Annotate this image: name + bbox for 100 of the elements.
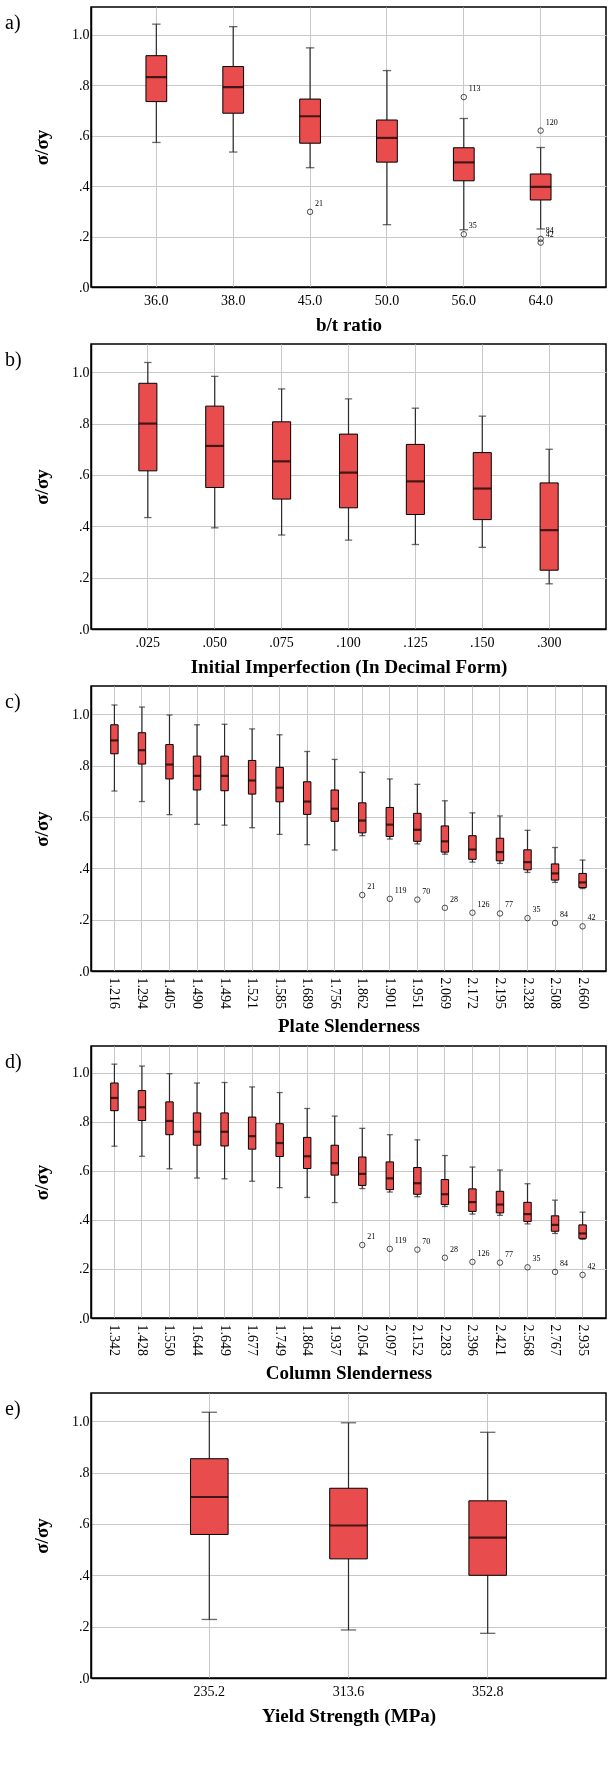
x-axis-title: b/t ratio: [316, 313, 382, 335]
y-tick-label: .2: [79, 229, 90, 245]
y-tick-label: .0: [79, 1670, 90, 1686]
annotation: 84: [560, 909, 569, 919]
y-tick-label: .6: [79, 1516, 90, 1532]
x-tick-label: 2.935: [575, 1324, 591, 1356]
y-tick-label: .8: [79, 77, 90, 93]
annotation: 126: [477, 899, 490, 909]
y-axis-title: σ/σy: [31, 468, 52, 505]
x-tick-label: .050: [202, 634, 227, 650]
y-tick-label: .4: [79, 1212, 90, 1228]
y-tick-label: .4: [79, 178, 90, 194]
y-tick-label: 1.0: [72, 364, 90, 380]
y-tick-label: .0: [79, 621, 90, 637]
x-tick-label: 2.328: [520, 977, 536, 1009]
y-tick-label: .6: [79, 1163, 90, 1179]
x-tick-label: 1.649: [217, 1324, 233, 1356]
y-tick-label: .2: [79, 912, 90, 928]
x-tick-label: 1.428: [134, 1324, 150, 1356]
x-tick-label: 2.152: [410, 1324, 426, 1356]
x-tick-label: 1.689: [300, 977, 316, 1009]
y-tick-label: .0: [79, 963, 90, 979]
x-tick-label: 235.2: [193, 1683, 226, 1699]
x-tick-label: 2.568: [520, 1324, 536, 1356]
y-tick-label: .6: [79, 809, 90, 825]
y-tick-label: .2: [79, 1261, 90, 1277]
x-tick-label: .300: [536, 634, 562, 650]
annotation: 84: [560, 1258, 569, 1268]
y-axis-title: σ/σy: [31, 1164, 52, 1201]
y-tick-label: .8: [79, 1114, 90, 1130]
y-tick-label: 1.0: [72, 1065, 90, 1081]
x-tick-label: 56.0: [451, 292, 477, 308]
y-tick-label: .0: [79, 279, 90, 295]
x-tick-label: 2.172: [465, 977, 481, 1009]
x-tick-label: 1.937: [327, 1324, 343, 1356]
annotation: 70: [422, 886, 431, 896]
annotation: 113: [468, 84, 481, 94]
x-tick-label: 1.644: [190, 1324, 206, 1356]
annotation: 28: [449, 894, 458, 904]
x-tick-label: 1.550: [162, 1324, 178, 1356]
x-axis-title: Column Slenderness: [265, 1362, 433, 1383]
x-tick-label: 2.508: [548, 977, 564, 1009]
x-tick-label: 2.283: [437, 1324, 453, 1356]
x-tick-label: .125: [403, 634, 428, 650]
y-tick-label: .4: [79, 1567, 90, 1583]
x-tick-label: 1.585: [272, 977, 288, 1009]
x-tick-label: 2.097: [382, 1324, 398, 1356]
x-tick-label: 2.195: [492, 977, 508, 1009]
y-tick-label: .4: [79, 518, 90, 534]
annotation: 35: [532, 1254, 541, 1264]
annotation: 119: [394, 1235, 407, 1245]
x-tick-label: 2.396: [465, 1324, 481, 1356]
x-tick-label: 1.951: [410, 977, 426, 1009]
annotation: 28: [449, 1244, 458, 1254]
y-tick-label: 1.0: [72, 706, 90, 722]
x-tick-label: 1.490: [190, 977, 206, 1009]
x-tick-label: 64.0: [528, 292, 553, 308]
x-tick-label: 50.0: [374, 292, 400, 308]
x-tick-label: 2.054: [355, 1324, 371, 1356]
y-tick-label: .8: [79, 1465, 90, 1481]
annotation: 21: [367, 882, 376, 891]
x-tick-label: 36.0: [144, 292, 169, 308]
x-tick-label: 2.421: [492, 1324, 508, 1356]
x-tick-label: 1.521: [245, 977, 261, 1009]
chart-title: a): [5, 11, 21, 34]
x-tick-label: 1.342: [107, 1324, 123, 1356]
x-tick-label: 1.862: [355, 977, 371, 1009]
x-tick-label: .025: [135, 634, 161, 650]
x-tick-label: 2.660: [575, 977, 591, 1009]
x-tick-label: 1.677: [245, 1324, 261, 1356]
x-tick-label: 313.6: [332, 1683, 365, 1699]
chart-title: d): [5, 1050, 22, 1073]
x-tick-label: 1.901: [382, 977, 398, 1009]
x-tick-label: .075: [269, 634, 294, 650]
x-tick-label: 1.749: [272, 1324, 288, 1356]
y-tick-label: 1.0: [72, 27, 90, 43]
annotation: 35: [468, 221, 477, 231]
annotation: 35: [532, 905, 541, 915]
annotation: 77: [504, 900, 513, 910]
x-tick-label: .150: [470, 634, 495, 650]
y-axis-title: σ/σy: [31, 1517, 52, 1554]
y-tick-label: 1.0: [72, 1413, 90, 1429]
y-tick-label: .6: [79, 467, 90, 483]
chart-title: c): [5, 690, 21, 713]
x-tick-label: 2.767: [548, 1324, 564, 1356]
x-tick-label: 38.0: [220, 292, 246, 308]
x-tick-label: .100: [336, 634, 361, 650]
x-axis-title: Yield Strength (MPa): [261, 1704, 437, 1727]
annotation: 77: [504, 1249, 513, 1259]
x-tick-label: 1.294: [134, 977, 150, 1009]
x-tick-label: 1.216: [107, 977, 123, 1009]
annotation: 119: [394, 885, 407, 895]
y-axis-title: σ/σy: [31, 129, 52, 166]
annotation: 126: [477, 1248, 490, 1258]
x-tick-label: 1.864: [300, 1324, 316, 1356]
y-tick-label: .8: [79, 758, 90, 774]
x-tick-label: 1.756: [327, 977, 343, 1009]
y-tick-label: .8: [79, 416, 90, 432]
annotation: 70: [422, 1236, 431, 1246]
y-tick-label: .2: [79, 570, 90, 586]
